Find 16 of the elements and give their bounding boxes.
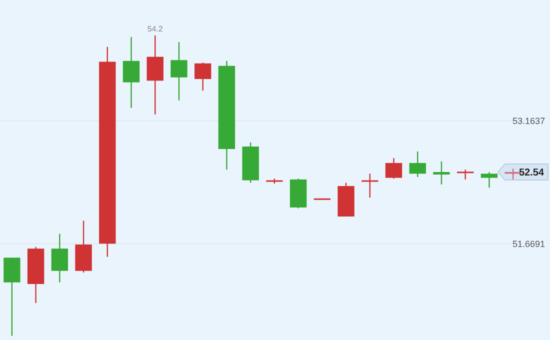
- y-tick-label: 51.6691: [512, 238, 545, 249]
- candlestick: [146, 34, 164, 116]
- candlestick: [51, 233, 68, 283]
- annotation: 54.2: [147, 24, 164, 34]
- candlestick: [194, 62, 212, 92]
- annotation: 52.54: [518, 168, 544, 179]
- candlestick: [456, 168, 474, 180]
- candlestick: [385, 157, 402, 180]
- candlestick: [122, 36, 140, 108]
- y-tick-label: 53.1637: [512, 116, 545, 126]
- candlestick: [362, 173, 378, 198]
- candlestick: [409, 150, 426, 178]
- candlestick: [504, 168, 522, 180]
- candlestick: [433, 160, 450, 186]
- candlestick: [480, 171, 498, 188]
- candlestick: [170, 41, 188, 102]
